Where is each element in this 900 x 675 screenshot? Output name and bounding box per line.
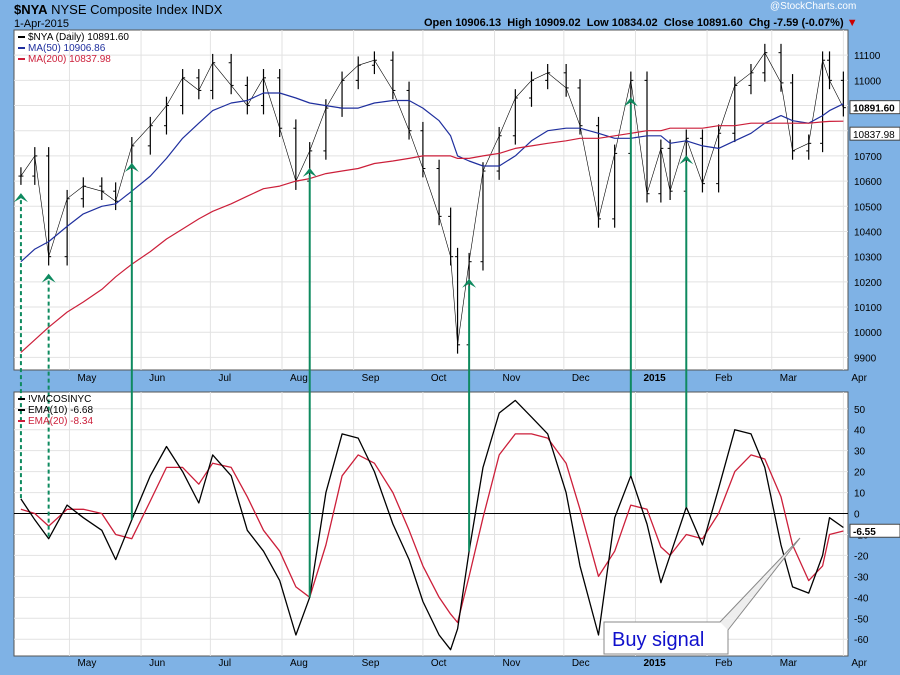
x-tick-label: Jun [149,373,165,384]
price-series-line [20,52,844,346]
chg-label: Chg [748,17,771,29]
x-tick-label: Mar [780,373,798,384]
price-legend-label: $NYA (Daily) 10891.60 [28,32,129,43]
x-tick-label: Aug [290,373,308,384]
x-tick-label: Sep [362,373,380,384]
buy-arrow-icon [41,273,56,283]
y-tick-label: -50 [854,614,869,625]
y-tick-label: 10500 [854,202,882,213]
symbol-label: $NYA [14,2,48,17]
ema10-line [20,399,844,651]
buy-signal-box [603,621,729,655]
y-tick-label: 10300 [854,253,882,264]
x-tick-label: Apr [851,658,867,669]
last-value-label: -6.55 [853,527,876,538]
y-tick-label: 9900 [854,353,877,364]
buy-arrow-icon [124,162,139,172]
open-label: Open [424,17,453,29]
y-tick-label: 20 [854,468,866,479]
chg-value: -7.59 (-0.07%) [773,17,844,29]
buy-arrow-icon [13,193,28,203]
x-tick-label: Mar [780,658,798,669]
x-tick-label: Feb [715,373,733,384]
y-tick-label: 11100 [854,51,881,62]
x-tick-label: Nov [503,658,521,669]
y-tick-label: 11000 [854,76,882,87]
buy-arrow-icon [679,155,694,165]
x-tick-label: May [77,658,96,669]
osc-legend-label: EMA(20) -8.34 [28,416,93,427]
price-legend-label: MA(50) 10906.86 [28,43,106,54]
x-tick-label: 2015 [643,373,666,384]
y-tick-label: 40 [854,426,866,437]
y-tick-label: 10400 [854,227,882,238]
x-tick-label: Jun [149,658,165,669]
y-tick-label: 10700 [854,152,882,163]
x-tick-label: Dec [572,373,590,384]
ma200-line [20,120,844,353]
close-label: Close [663,17,694,29]
y-tick-label: 0 [854,510,860,521]
x-tick-label: Sep [362,658,380,669]
index-name: NYSE Composite Index [51,2,188,17]
watermark: @StockCharts.com [770,1,857,12]
down-triangle-icon: ▼ [846,17,858,29]
buy-signal-label: Buy signal [612,629,704,651]
y-tick-label: 10000 [854,328,882,339]
ohlc-readout: Open 10906.13 High 10909.02 Low 10834.02… [424,17,858,29]
osc-legend-label: EMA(10) -6.68 [28,405,93,416]
x-tick-label: Apr [851,373,867,384]
x-tick-label: Oct [431,658,447,669]
y-tick-label: 30 [854,447,866,458]
x-tick-label: Feb [715,658,733,669]
callout-pointer [719,537,801,631]
y-tick-label: 10600 [854,177,882,188]
last-value-label: 10837.98 [853,130,895,141]
y-tick-label: 50 [854,405,866,416]
high-value: 10909.02 [534,17,581,29]
x-tick-label: Jul [218,658,231,669]
last-value-box [849,100,900,115]
y-tick-label: -30 [854,572,869,583]
price-legend-label: MA(200) 10837.98 [28,54,111,65]
plot-area-0 [13,29,849,371]
last-value-box [849,523,900,538]
ema20-line [20,433,844,624]
osc-legend-label: !VMCOSINYC [28,394,91,405]
symbol-title: $NYA NYSE Composite Index INDX [14,2,222,17]
low-value: 10834.02 [611,17,658,29]
high-label: High [507,17,532,29]
y-tick-label: -20 [854,551,869,562]
close-value: 10891.60 [696,17,743,29]
x-tick-label: Oct [431,373,447,384]
y-tick-label: 10200 [854,278,882,289]
last-value-label: 10891.60 [853,104,895,115]
buy-arrow-icon [462,278,477,288]
y-tick-label: -40 [854,593,869,604]
exchange-label: INDX [191,2,223,17]
buy-arrow-icon [302,167,317,177]
x-tick-label: Dec [572,658,590,669]
x-tick-label: Jul [218,373,231,384]
x-tick-label: Nov [503,373,521,384]
y-tick-label: -60 [854,635,869,646]
low-label: Low [586,17,609,29]
open-value: 10906.13 [455,17,502,29]
y-tick-label: 10 [854,489,866,500]
x-tick-label: 2015 [643,658,666,669]
ma50-line [20,92,844,263]
buy-arrow-icon [623,97,638,107]
x-tick-label: Aug [290,658,308,669]
last-value-box [849,126,900,141]
date-label: 1-Apr-2015 [14,18,70,30]
x-tick-label: May [77,373,96,384]
y-tick-label: 10100 [854,303,882,314]
